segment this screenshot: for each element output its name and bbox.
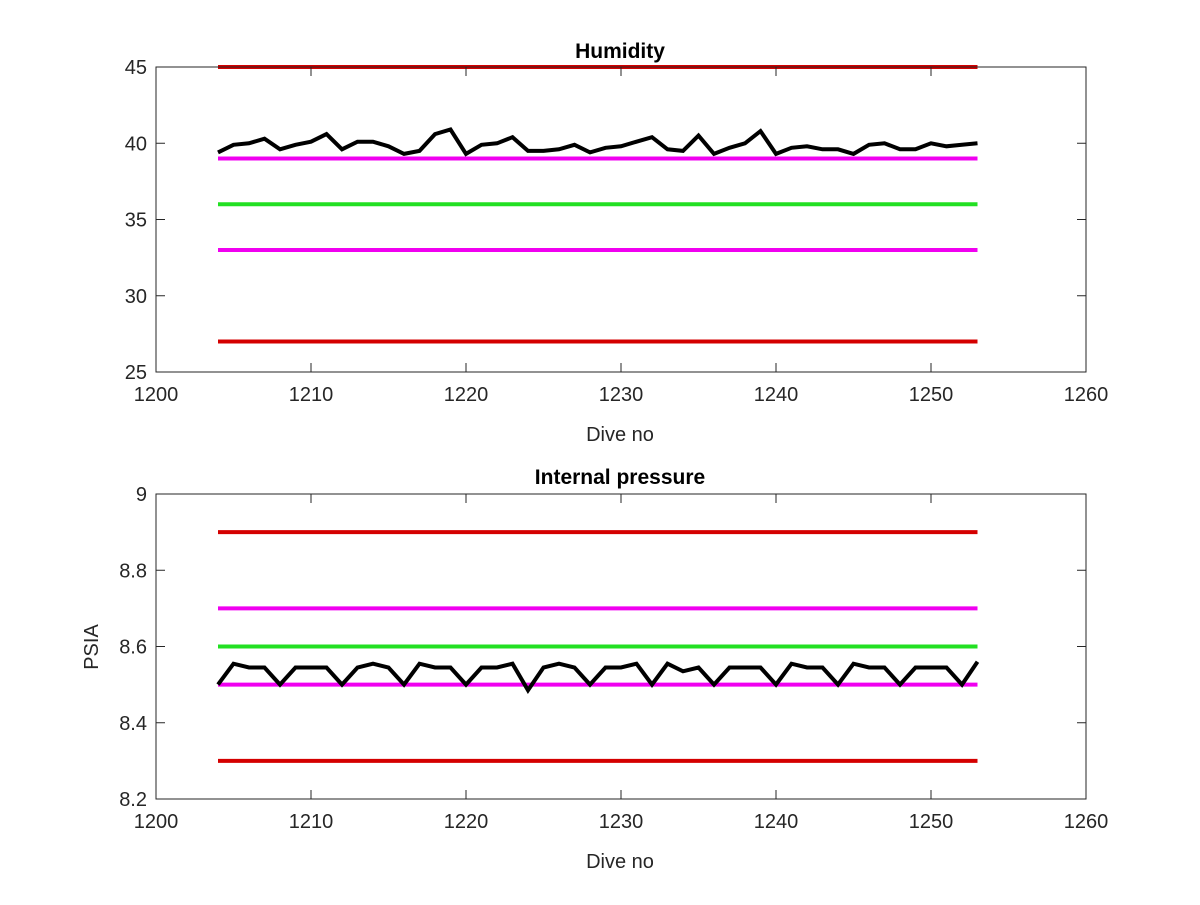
- humidity-y-tick-label: 35: [125, 210, 147, 232]
- internal-pressure-x-tick-label: 1230: [599, 811, 644, 833]
- internal-pressure-axes: Internal pressure Dive no PSIA 1200 1210 1…: [81, 466, 1108, 873]
- humidity-x-axis-label: Dive no: [586, 424, 654, 446]
- internal-pressure-x-axis-label: Dive no: [586, 851, 654, 873]
- internal-pressure-y-axis-label: PSIA: [81, 624, 103, 670]
- humidity-series-line-5: [217, 127, 978, 157]
- internal-pressure-x-tick-label: 1240: [754, 811, 799, 833]
- internal-pressure-x-tick-label: 1210: [289, 811, 334, 833]
- humidity-x-tick-label: 1230: [599, 384, 644, 406]
- humidity-title: Humidity: [575, 40, 665, 63]
- humidity-y-tick-label: 25: [125, 362, 147, 384]
- humidity-x-tick-label: 1220: [444, 384, 489, 406]
- humidity-x-tick-label: 1200: [134, 384, 179, 406]
- humidity-x-tick-label: 1240: [754, 384, 799, 406]
- internal-pressure-y-tick-label: 8.8: [119, 560, 147, 582]
- internal-pressure-y-tick-label: 9: [136, 484, 147, 506]
- humidity-x-tick-label: 1210: [289, 384, 334, 406]
- humidity-x-tick-label: 1250: [909, 384, 954, 406]
- humidity-y-tick-label: 30: [125, 286, 147, 308]
- internal-pressure-x-tick-label: 1220: [444, 811, 489, 833]
- internal-pressure-x-tick-label: 1260: [1064, 811, 1109, 833]
- internal-pressure-x-tick-label: 1250: [909, 811, 954, 833]
- internal-pressure-y-tick-label: 8.6: [119, 637, 147, 659]
- humidity-axes: Humidity Dive no 1200 1210 1220 1230 1240 125…: [125, 40, 1109, 446]
- humidity-plot-area: [156, 67, 1086, 372]
- internal-pressure-y-tick-label: 8.4: [119, 713, 147, 735]
- internal-pressure-series-line-5: [216, 660, 980, 695]
- internal-pressure-title: Internal pressure: [535, 466, 705, 489]
- humidity-y-tick-label: 40: [125, 133, 147, 155]
- humidity-x-tick-label: 1260: [1064, 384, 1109, 406]
- internal-pressure-y-tick-label: 8.2: [119, 789, 147, 811]
- internal-pressure-x-tick-label: 1200: [134, 811, 179, 833]
- humidity-y-tick-label: 45: [125, 57, 147, 79]
